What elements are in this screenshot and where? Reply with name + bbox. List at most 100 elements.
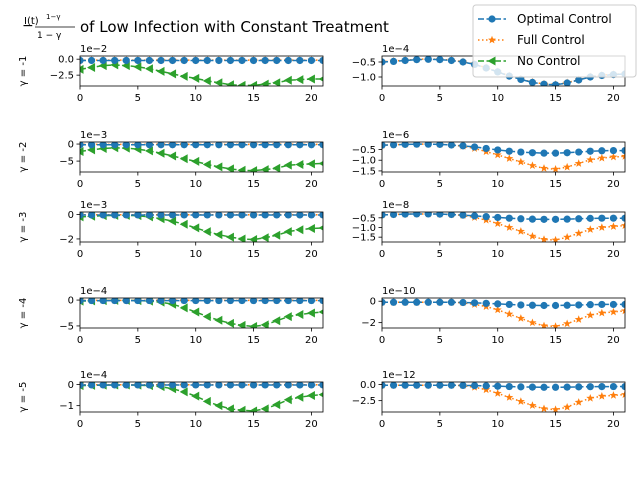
data-point-optimal [307,382,316,389]
axis-scale-label: 1e−3 [80,200,107,211]
y-tick-label: −1.5 [352,166,376,177]
data-point-optimal [87,56,96,65]
x-tick-label: 5 [437,419,443,430]
data-point-optimal [80,298,84,305]
data-point-none [179,387,188,397]
data-point-optimal [401,298,409,306]
data-point-none [179,303,188,313]
data-point-optimal [111,382,119,389]
data-point-optimal [447,298,456,306]
x-tick-label: 5 [437,335,443,346]
y-tick-label: −0.5 [352,213,376,224]
x-tick-label: 5 [437,93,443,104]
data-point-optimal [528,78,537,86]
data-point-none [168,216,177,226]
data-point-optimal [99,382,107,389]
data-point-none [283,160,292,170]
data-point-full [551,235,560,242]
data-point-full [528,161,537,169]
data-point-optimal [436,56,444,64]
plot-area [382,298,625,328]
data-point-none [272,400,281,410]
data-point-optimal [447,56,456,65]
data-point-optimal [436,142,444,148]
data-point-optimal [203,382,211,389]
data-point-none [214,315,223,325]
axes-frame [79,381,324,413]
data-point-optimal [517,75,525,83]
data-point-optimal [598,147,606,155]
data-point-optimal [609,214,618,222]
series-optimal [382,382,625,391]
data-point-optimal [621,146,625,155]
axes-frame [79,297,324,329]
legend-item-none: No Control [478,54,581,68]
data-point-none [133,62,142,72]
legend-item-optimal: Optimal Control [478,12,612,26]
data-point-optimal [528,149,537,157]
data-point-optimal [382,212,386,219]
data-point-none [306,224,315,234]
data-point-full [551,405,560,412]
x-tick-label: 20 [305,249,318,260]
y-tick-label: 0 [370,297,376,308]
data-point-none [295,310,304,320]
data-point-full [540,164,548,172]
data-point-optimal [192,142,200,149]
data-point-optimal [80,56,84,65]
data-point-optimal [401,382,409,389]
series-line-optimal [382,143,625,154]
data-point-optimal [470,382,479,390]
y-axis-label: γ = -5 [18,382,29,413]
data-point-optimal [157,56,165,65]
data-point-none [80,64,84,74]
data-point-optimal [296,142,304,149]
data-point-full [586,394,595,402]
data-point-optimal [157,382,165,389]
legend-marker-optimal [488,15,496,23]
data-point-none [260,233,269,242]
data-point-optimal [424,382,432,389]
legend-item-full: Full Control [478,33,585,47]
subplot-grid: 0 5 10 15 200.0−2.51e−2γ = -10 5 10 15 20−0.5−1.… [18,44,626,430]
y-tick-label: −1.0 [352,156,376,167]
data-point-full [516,227,525,235]
x-tick-label: 15 [549,419,562,430]
data-point-none [249,406,258,412]
x-tick-label: 20 [607,419,620,430]
data-point-none [225,80,234,86]
data-point-optimal [284,142,292,149]
legend-label: Full Control [517,33,585,47]
y-tick-label: 0 [68,210,74,221]
data-point-optimal [575,76,583,84]
data-point-full [597,223,606,231]
data-point-optimal [586,383,594,391]
subplot-4-0: 0 5 10 15 200−11e−4γ = -5 [18,370,324,430]
data-point-none [202,160,211,169]
data-point-none [295,160,304,169]
series-none [80,212,323,242]
data-point-optimal [192,298,200,305]
x-tick-label: 10 [491,335,504,346]
x-tick-label: 10 [491,93,504,104]
data-point-full [551,322,560,328]
data-point-optimal [134,298,142,305]
data-point-none [318,309,323,315]
data-point-full [597,153,606,162]
data-point-full [540,321,548,328]
data-point-optimal [319,212,323,219]
data-point-optimal [540,80,548,86]
axis-scale-label: 1e−4 [382,44,409,55]
data-point-optimal [296,56,304,65]
data-point-optimal [296,212,304,219]
series-line-full [382,301,625,328]
data-point-optimal [261,142,269,149]
data-point-optimal [540,149,548,157]
data-point-none [87,62,96,72]
x-tick-label: 10 [189,179,202,190]
data-point-optimal [598,300,606,309]
x-tick-label: 20 [607,249,620,260]
data-point-optimal [470,143,479,151]
legend-marker-none [487,56,496,66]
